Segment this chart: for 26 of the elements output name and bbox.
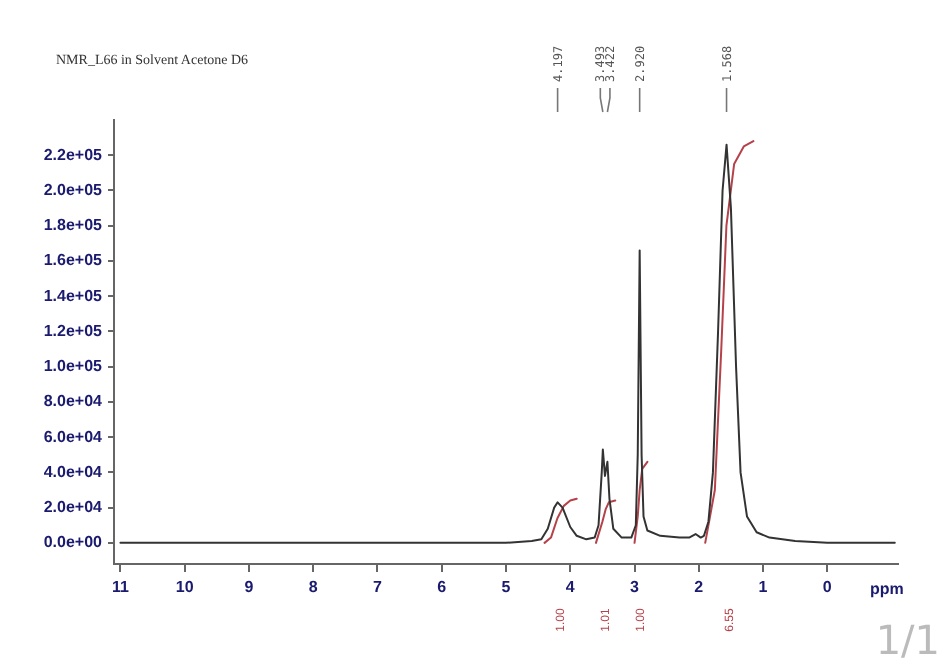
y-tick-label: 0.0e+00 (43, 533, 104, 552)
y-tick-label: 8.0e+04 (43, 392, 104, 411)
x-tick-label: 4 (565, 578, 576, 597)
y-tick-label: 4.0e+04 (43, 462, 104, 481)
x-tick-label: 3 (630, 578, 641, 597)
x-tick-label: 1 (758, 578, 769, 597)
x-tick-label: 11 (111, 578, 130, 597)
y-tick-label: 6.0e+04 (43, 427, 104, 446)
x-tick-label: 10 (175, 578, 195, 597)
y-tick-label: 1.4e+05 (43, 286, 104, 305)
x-tick-label: 5 (501, 578, 512, 597)
y-tick-label: 1.2e+05 (43, 321, 104, 340)
x-tick-label: 0 (822, 578, 833, 597)
y-tick-label: 2.0e+05 (43, 180, 104, 199)
y-tick-label: 1.6e+05 (43, 251, 104, 270)
x-tick-label: 7 (373, 578, 384, 597)
y-tick-label: 2.0e+04 (43, 498, 104, 517)
x-tick-label: 9 (244, 578, 255, 597)
x-axis-title: ppm (870, 580, 904, 599)
text: 1/1 (875, 616, 940, 664)
y-tick-label: 2.2e+05 (43, 145, 104, 164)
x-tick-label: 6 (437, 578, 448, 597)
x-tick-label: 8 (308, 578, 319, 597)
y-tick-label: 1.0e+05 (43, 357, 104, 376)
x-tick-label: 2 (694, 578, 705, 597)
y-tick-label: 1.8e+05 (43, 216, 104, 235)
